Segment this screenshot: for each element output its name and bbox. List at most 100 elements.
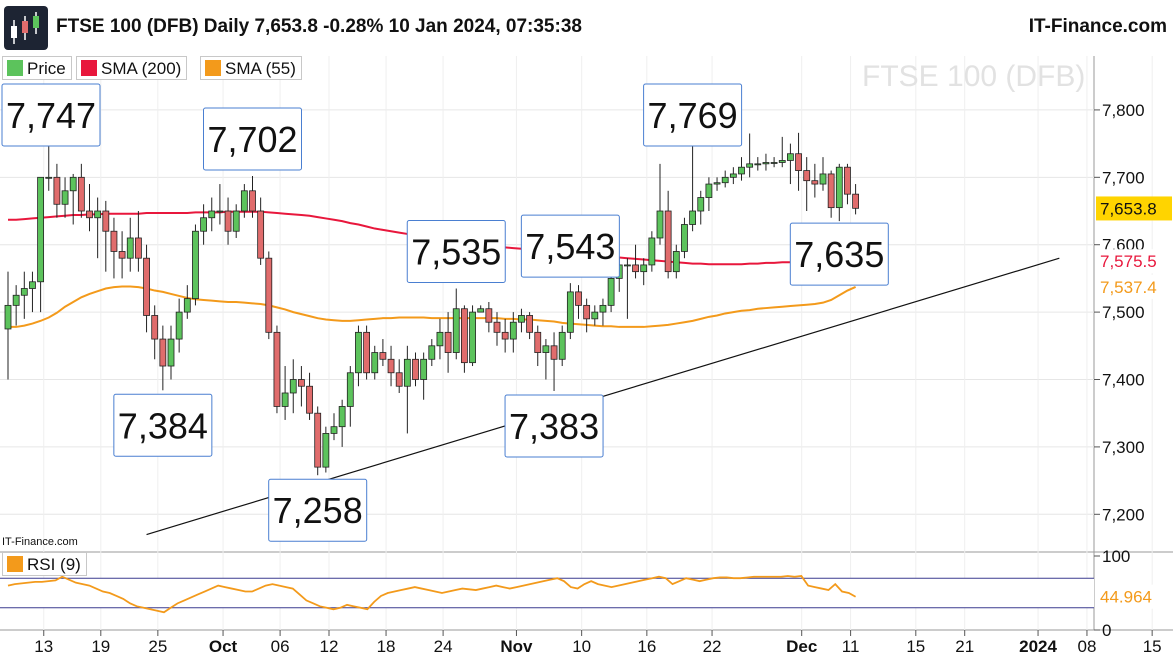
candle — [216, 184, 224, 225]
price-annotation: 7,747 — [1, 83, 101, 147]
rsi-line — [7, 575, 857, 614]
annotation-label: 7,747 — [6, 95, 96, 136]
candle — [289, 359, 297, 414]
candle-body — [232, 210, 240, 232]
x-tick-label: 06 — [271, 637, 290, 656]
candle — [363, 325, 371, 380]
legend-rsi[interactable]: RSI (9) — [2, 552, 87, 576]
legend-sma200[interactable]: SMA (200) — [76, 56, 188, 80]
rsi-tick-label: 100 — [1102, 547, 1130, 566]
candle — [444, 312, 452, 373]
candle — [787, 143, 794, 185]
candle — [379, 339, 387, 367]
candle-body — [738, 166, 745, 175]
candle — [314, 406, 322, 476]
brand-name: IT-Finance.com — [1028, 16, 1167, 37]
legend-rsi-label: RSI (9) — [27, 555, 81, 574]
candle-body — [469, 311, 476, 364]
candle-body — [143, 257, 150, 316]
candle-body — [460, 308, 468, 364]
annotation-label: 7,258 — [273, 490, 363, 531]
candle — [819, 157, 827, 191]
candle-body — [330, 426, 338, 434]
candle-body — [208, 210, 216, 219]
candle-body — [770, 162, 778, 164]
price-annotation: 7,384 — [113, 393, 213, 457]
x-tick-label: 22 — [703, 637, 722, 656]
candle-body — [151, 315, 159, 340]
candle — [94, 197, 102, 259]
candle-body — [240, 190, 248, 212]
candle-body — [632, 264, 639, 273]
sma200-value-tag-bg — [1096, 249, 1172, 274]
candle — [852, 184, 859, 215]
candle-body — [493, 321, 501, 333]
candle-body — [811, 180, 819, 185]
candle-body — [607, 278, 615, 306]
candle-body — [746, 163, 754, 168]
candle — [705, 177, 713, 212]
candle — [12, 285, 20, 326]
candle-body — [648, 237, 656, 266]
candle-body — [69, 176, 77, 192]
legend-sma55[interactable]: SMA (55) — [200, 56, 302, 80]
candle — [689, 130, 696, 232]
annotation-box — [789, 222, 889, 286]
candle-body — [550, 345, 558, 360]
candle-body — [501, 331, 509, 340]
rsi-value-tag-label: 44.964 — [1100, 588, 1152, 607]
candle — [436, 318, 444, 360]
candle — [509, 312, 517, 353]
last-price-tag: 7,653.8 — [1096, 196, 1172, 221]
candle-body — [29, 281, 36, 289]
annotation-box — [1, 83, 101, 147]
candle — [110, 217, 118, 279]
candle-body — [713, 182, 721, 185]
candle-body — [289, 379, 297, 394]
candle-body — [656, 210, 664, 239]
candle-body — [257, 210, 265, 259]
candle-body — [721, 176, 729, 184]
candle — [420, 352, 428, 400]
price-annotation: 7,769 — [643, 83, 743, 147]
candle-body — [12, 294, 20, 306]
candle — [558, 325, 566, 367]
legend-price[interactable]: Price — [2, 56, 72, 80]
candle — [159, 325, 167, 391]
sma55-value-tag: 7,537.4 — [1096, 274, 1172, 299]
candle — [738, 157, 745, 181]
candle — [518, 308, 525, 333]
last-price-tag-bg — [1096, 196, 1172, 221]
candle — [460, 305, 468, 373]
candle — [534, 325, 542, 367]
annotation-box — [504, 394, 604, 458]
legend-sma200-label: SMA (200) — [101, 59, 182, 78]
candle — [45, 145, 53, 191]
candle — [175, 298, 183, 353]
x-tick-label: 25 — [148, 637, 167, 656]
candle-body — [558, 331, 566, 360]
candle-body — [355, 331, 362, 374]
chart-app-icon[interactable] — [4, 6, 48, 50]
candle — [428, 339, 436, 367]
candle — [795, 132, 802, 191]
candle — [754, 157, 762, 171]
candle-body — [566, 291, 574, 333]
candle — [550, 332, 558, 391]
candle — [387, 345, 395, 387]
candle — [29, 271, 36, 313]
candle-body — [265, 257, 273, 333]
candle-body — [322, 433, 330, 468]
candle-body — [37, 176, 44, 283]
sma55-value-tag-label: 7,537.4 — [1100, 278, 1157, 297]
candle — [232, 204, 240, 238]
candle — [346, 366, 354, 427]
candle — [143, 244, 150, 333]
candle — [672, 244, 680, 279]
candle — [697, 190, 705, 225]
x-tick-label: 19 — [91, 637, 110, 656]
rsi-value-tag-bg — [1096, 584, 1172, 609]
candle — [151, 305, 159, 360]
candle-body — [624, 264, 631, 267]
candle-body — [281, 392, 289, 407]
